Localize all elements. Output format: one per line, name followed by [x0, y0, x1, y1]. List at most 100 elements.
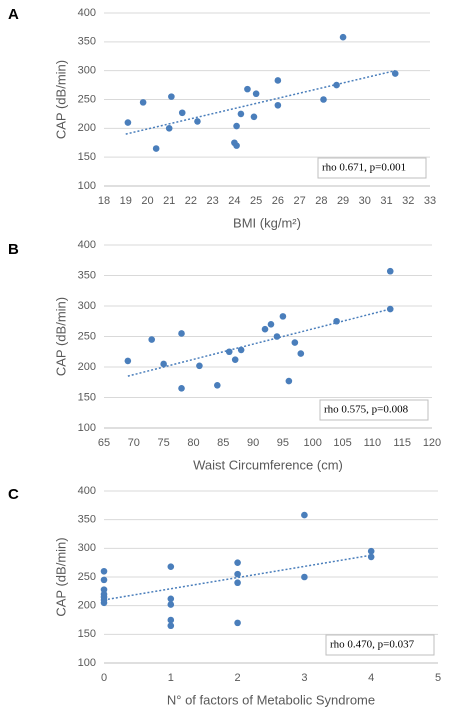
- y-tick-label: 200: [78, 122, 96, 134]
- point: [167, 563, 175, 570]
- point: [391, 70, 399, 77]
- trend-line: [103, 554, 372, 601]
- point: [178, 330, 185, 337]
- annotation: rho 0.671, p=0.001: [322, 162, 406, 174]
- point: [237, 346, 245, 354]
- y-tick-label: 250: [78, 93, 96, 105]
- x-tick-label: 65: [98, 437, 110, 449]
- x-tick-label: 95: [277, 437, 289, 449]
- y-tick-label: 400: [78, 7, 96, 19]
- y-tick-label: 400: [78, 239, 96, 251]
- x-tick-label: 25: [250, 195, 262, 207]
- x-tick-label: 29: [337, 195, 349, 207]
- x-tick-label: 110: [364, 437, 382, 449]
- point: [386, 267, 394, 275]
- x-tick-label: 24: [228, 195, 240, 207]
- x-tick-label: 26: [272, 195, 284, 207]
- y-tick-label: 350: [78, 514, 96, 526]
- point: [231, 356, 239, 363]
- y-tick-label: 250: [78, 571, 96, 583]
- x-tick-label: 85: [217, 437, 229, 449]
- x-tick-label: 105: [333, 437, 351, 449]
- x-axis-label: Waist Circumference (cm): [193, 457, 343, 472]
- x-tick-label: 70: [128, 437, 140, 449]
- x-axis-label: BMI (kg/m²): [233, 215, 301, 230]
- x-tick-label: 22: [185, 195, 197, 207]
- y-tick-label: 200: [78, 600, 96, 612]
- y-tick-label: 300: [78, 65, 96, 77]
- y-tick-label: 250: [78, 330, 96, 342]
- y-axis-label: CAP (dB/min): [53, 297, 68, 376]
- y-tick-label: 100: [78, 657, 96, 669]
- y-tick-label: 350: [78, 36, 96, 48]
- y-tick-label: 300: [78, 542, 96, 554]
- point: [124, 119, 132, 126]
- annotation-box: [325, 634, 435, 656]
- point: [297, 350, 305, 357]
- x-tick-label: 31: [380, 195, 392, 207]
- x-tick-label: 32: [402, 195, 414, 207]
- point: [339, 33, 347, 41]
- x-tick-label: 75: [158, 437, 170, 449]
- point: [160, 360, 167, 368]
- x-tick-label: 5: [435, 672, 441, 684]
- point: [194, 118, 201, 125]
- point: [168, 93, 175, 100]
- y-tick-label: 400: [78, 485, 96, 497]
- point: [279, 313, 287, 320]
- point: [100, 567, 108, 575]
- panel-label: C: [8, 486, 19, 503]
- x-tick-label: 2: [235, 672, 241, 684]
- point: [250, 113, 258, 121]
- point: [214, 382, 221, 389]
- x-tick-label: 27: [293, 195, 305, 207]
- x-tick-label: 115: [393, 437, 411, 449]
- x-tick-label: 120: [423, 437, 441, 449]
- y-tick-label: 350: [78, 269, 96, 281]
- x-tick-label: 19: [120, 195, 132, 207]
- x-tick-label: 28: [315, 195, 327, 207]
- point: [100, 576, 108, 584]
- y-tick-label: 100: [78, 180, 96, 192]
- point: [252, 90, 260, 98]
- trend-line: [127, 308, 391, 377]
- point: [234, 570, 241, 578]
- annotation: rho 0.470, p=0.037: [330, 639, 415, 651]
- x-tick-label: 100: [304, 437, 322, 449]
- x-tick-label: 30: [359, 195, 371, 207]
- point: [234, 579, 241, 587]
- point: [274, 101, 282, 109]
- point: [167, 622, 175, 630]
- y-tick-label: 150: [78, 391, 96, 403]
- point: [291, 339, 299, 346]
- point: [274, 77, 282, 84]
- point: [367, 547, 375, 555]
- x-tick-label: 80: [187, 437, 199, 449]
- annotation: rho 0.575, p=0.008: [324, 404, 409, 416]
- x-tick-label: 18: [98, 195, 110, 207]
- x-tick-label: 0: [101, 672, 107, 684]
- y-tick-label: 300: [78, 300, 96, 312]
- point: [267, 321, 275, 328]
- x-tick-label: 90: [247, 437, 259, 449]
- point: [285, 377, 293, 385]
- panel-label: A: [8, 6, 19, 23]
- point: [124, 357, 132, 365]
- point: [178, 109, 186, 117]
- point: [301, 573, 308, 581]
- panel-label: B: [8, 241, 19, 258]
- point: [386, 305, 394, 313]
- point: [273, 333, 281, 340]
- trend-line: [125, 69, 396, 135]
- point: [148, 336, 156, 343]
- point: [234, 559, 241, 566]
- point: [196, 362, 203, 370]
- x-axis-label: N° of factors of Metabolic Syndrome: [167, 692, 375, 707]
- point: [301, 511, 308, 519]
- point: [225, 348, 233, 356]
- annotation-box: [317, 157, 427, 179]
- y-tick-label: 200: [78, 361, 96, 373]
- point: [100, 599, 108, 607]
- x-tick-label: 21: [163, 195, 175, 207]
